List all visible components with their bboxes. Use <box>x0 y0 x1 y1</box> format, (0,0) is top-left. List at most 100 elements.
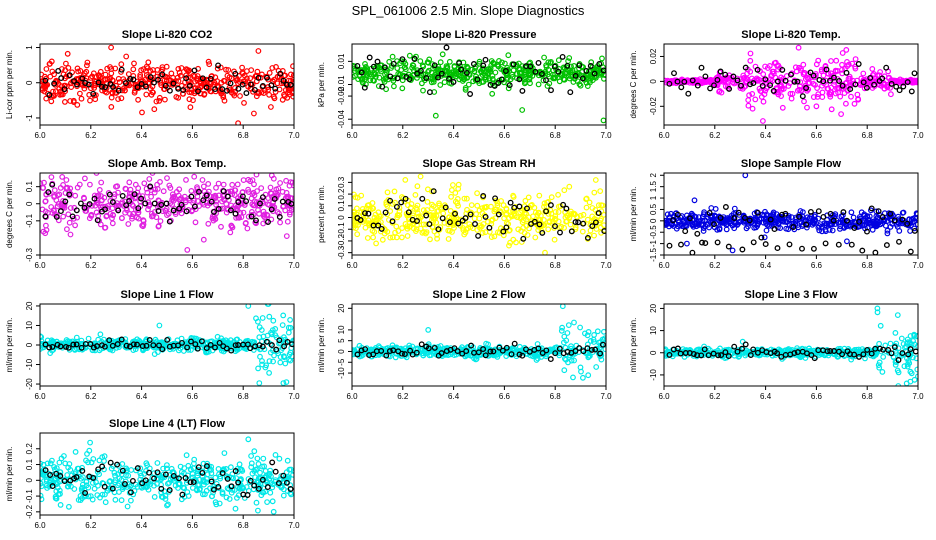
data-point <box>511 212 518 219</box>
summary-point <box>170 207 177 214</box>
data-point <box>87 97 93 104</box>
summary-point <box>101 343 108 350</box>
summary-point <box>706 209 713 216</box>
summary-point <box>592 219 599 226</box>
data-point <box>221 97 228 104</box>
data-point <box>256 380 263 386</box>
data-point <box>404 233 411 239</box>
summary-point <box>491 82 498 89</box>
summary-point <box>139 343 146 350</box>
y-tick-label: -0.3 <box>25 248 34 262</box>
summary-point <box>715 352 722 359</box>
data-point <box>761 234 768 241</box>
data-point <box>760 71 767 78</box>
summary-point <box>239 81 246 88</box>
summary-point <box>115 87 122 94</box>
data-point <box>176 186 183 193</box>
summary-point <box>94 217 101 224</box>
y-tick-label: 0 <box>337 349 346 354</box>
summary-point <box>91 195 98 202</box>
summary-point <box>279 198 286 205</box>
panel-4: Slope Amb. Box Temp.degrees C per min.6.… <box>5 158 300 270</box>
data-point <box>381 78 388 85</box>
plot-frame <box>663 172 919 256</box>
data-point <box>163 77 170 84</box>
data-point <box>488 217 495 224</box>
summary-point <box>151 200 158 207</box>
data-point <box>892 330 899 336</box>
data-point <box>898 335 905 342</box>
data-point <box>462 86 469 93</box>
data-point <box>896 227 903 234</box>
data-point <box>527 71 534 78</box>
summary-point <box>224 193 231 200</box>
data-point <box>377 62 384 69</box>
data-point <box>424 207 431 213</box>
summary-point <box>516 203 523 210</box>
summary-point <box>717 214 724 221</box>
summary-point <box>482 56 489 63</box>
summary-point <box>399 350 405 357</box>
summary-point <box>702 73 709 80</box>
summary-point <box>207 75 214 82</box>
data-point <box>391 83 397 90</box>
data-point <box>108 103 115 110</box>
data-point <box>503 210 510 217</box>
data-point <box>561 187 568 194</box>
x-tick-label: 6.2 <box>709 392 721 401</box>
y-tick-label: -10 <box>25 358 34 370</box>
data-point <box>437 82 444 88</box>
summary-point <box>423 212 430 219</box>
summary-point <box>905 351 912 358</box>
y-tick-label: -1 <box>649 240 658 248</box>
panel-title: Slope Line 2 Flow <box>433 289 526 301</box>
data-point <box>777 82 783 89</box>
data-point <box>66 219 73 226</box>
data-point <box>869 226 876 233</box>
data-point <box>764 65 771 71</box>
summary-point <box>45 189 52 196</box>
summary-point <box>735 209 742 216</box>
summary-point <box>694 230 701 237</box>
data-point <box>287 317 294 323</box>
data-point <box>456 73 463 79</box>
data-point <box>561 367 568 374</box>
summary-point <box>130 341 137 348</box>
data-point <box>563 337 570 344</box>
data-point <box>477 222 484 229</box>
x-tick-label: 6.6 <box>499 392 511 401</box>
summary-point <box>78 344 85 351</box>
data-point <box>437 59 444 66</box>
summary-point <box>567 89 574 96</box>
y-tick-label: 0.5 <box>649 203 658 215</box>
data-point <box>473 73 479 80</box>
x-tick-label: 6.6 <box>499 261 511 270</box>
data-point <box>133 214 140 221</box>
panel-title: Slope Line 4 (LT) Flow <box>109 418 225 430</box>
summary-point <box>891 217 898 224</box>
summary-point <box>106 191 113 198</box>
data-point <box>439 51 446 58</box>
summary-point <box>259 83 266 89</box>
summary-point <box>57 343 64 350</box>
summary-point <box>69 213 76 220</box>
data-point <box>42 230 49 237</box>
summary-point <box>123 342 130 349</box>
data-point <box>495 229 501 236</box>
summary-point <box>143 342 150 349</box>
y-tick-label: 5 <box>337 338 346 343</box>
data-point <box>473 356 480 362</box>
data-point <box>180 90 187 97</box>
data-point <box>876 359 883 366</box>
data-point <box>233 77 240 84</box>
figure-title: SPL_061006 2.5 Min. Slope Diagnostics <box>352 3 585 18</box>
summary-point <box>87 341 94 347</box>
data-point <box>564 330 571 336</box>
data-point <box>843 79 850 86</box>
summary-point <box>98 83 105 90</box>
data-point <box>268 329 274 336</box>
data-point <box>520 217 527 224</box>
